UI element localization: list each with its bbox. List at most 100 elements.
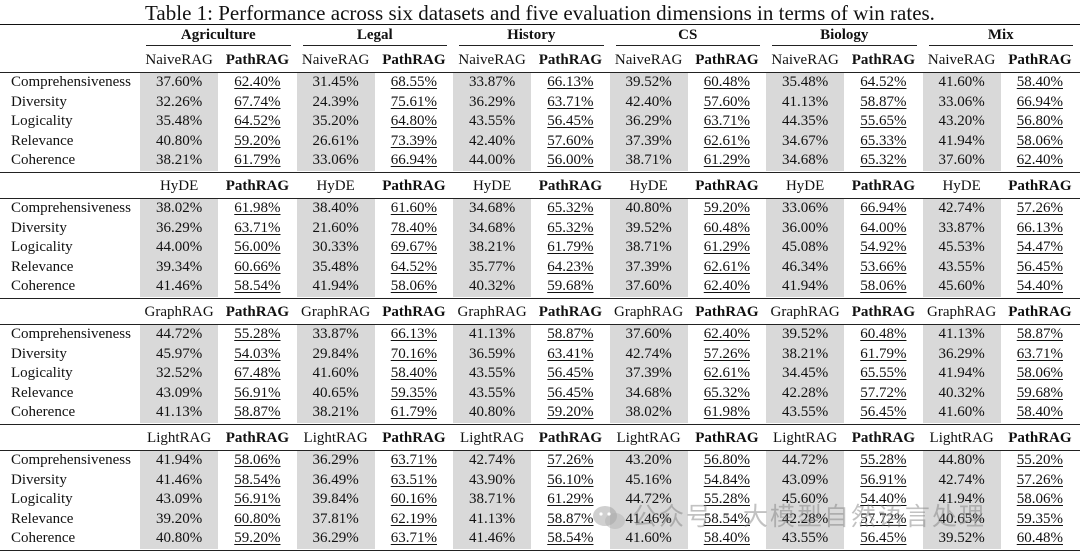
baseline-win-rate: 40.65% [296, 383, 375, 403]
method-header-baseline: LightRAG [929, 430, 994, 446]
baseline-win-rate: 45.97% [140, 344, 219, 364]
metric-label: Coherence [11, 530, 76, 546]
baseline-win-rate: 37.60% [922, 151, 1001, 171]
baseline-win-rate: 39.20% [140, 509, 219, 529]
dataset-underline [146, 45, 291, 46]
method-header-baseline: LightRAG [616, 430, 681, 446]
pathrag-win-rate: 58.06% [860, 278, 907, 294]
pathrag-win-rate: 61.98% [234, 200, 281, 216]
pathrag-win-rate: 64.52% [390, 258, 437, 275]
pathrag-win-rate: 58.54% [234, 471, 281, 488]
dataset-header-biology: Biology [820, 27, 869, 43]
method-header-baseline: HyDE [942, 178, 981, 194]
baseline-win-rate: 34.68% [766, 151, 845, 171]
baseline-win-rate: 26.61% [296, 131, 375, 151]
pathrag-win-rate: 56.45% [860, 530, 907, 546]
metric-label: Logicality [11, 365, 73, 381]
baseline-win-rate: 36.29% [453, 92, 532, 112]
baseline-win-rate: 43.55% [766, 529, 845, 549]
pathrag-win-rate: 56.10% [547, 471, 594, 488]
pathrag-win-rate: 54.92% [860, 239, 907, 255]
pathrag-win-rate: 54.47% [1016, 239, 1063, 255]
pathrag-win-rate: 67.74% [234, 93, 281, 110]
baseline-win-rate: 41.46% [140, 277, 219, 297]
baseline-win-rate: 21.60% [296, 218, 375, 238]
pathrag-win-rate: 63.71% [1016, 345, 1063, 362]
pathrag-win-rate: 66.94% [390, 152, 437, 168]
pathrag-win-rate: 55.28% [703, 491, 750, 507]
pathrag-win-rate: 60.48% [703, 74, 750, 90]
baseline-win-rate: 33.06% [922, 92, 1001, 112]
pathrag-win-rate: 60.48% [860, 326, 907, 342]
baseline-win-rate: 37.39% [609, 364, 688, 384]
baseline-win-rate: 38.71% [609, 151, 688, 171]
baseline-win-rate: 42.28% [766, 509, 845, 529]
metric-label: Coherence [11, 278, 76, 294]
dataset-header-agriculture: Agriculture [180, 27, 256, 43]
pathrag-win-rate: 62.40% [1016, 152, 1063, 168]
pathrag-win-rate: 57.72% [860, 384, 907, 401]
pathrag-win-rate: 61.79% [547, 239, 594, 255]
pathrag-win-rate: 61.29% [703, 239, 750, 255]
pathrag-win-rate: 54.40% [860, 491, 907, 507]
baseline-win-rate: 41.94% [922, 364, 1001, 384]
baseline-win-rate: 36.29% [922, 344, 1001, 364]
method-header-pathrag: PathRAG [225, 52, 290, 68]
block-header-rule [0, 450, 1080, 451]
pathrag-win-rate: 66.13% [390, 326, 437, 342]
baseline-win-rate: 43.90% [453, 470, 532, 490]
baseline-win-rate: 44.00% [453, 151, 532, 171]
baseline-win-rate: 45.16% [609, 470, 688, 490]
baseline-win-rate: 38.40% [296, 199, 375, 219]
pathrag-win-rate: 61.79% [234, 152, 281, 168]
method-header-pathrag: PathRAG [382, 304, 446, 320]
pathrag-win-rate: 65.32% [547, 200, 594, 216]
baseline-win-rate: 38.71% [609, 238, 688, 258]
pathrag-win-rate: 58.54% [547, 530, 594, 546]
dataset-underline [302, 45, 447, 46]
baseline-win-rate: 33.87% [296, 325, 375, 345]
baseline-win-rate: 43.55% [922, 257, 1001, 277]
method-header-pathrag: PathRAG [695, 304, 759, 320]
metric-label: Coherence [11, 152, 76, 168]
baseline-win-rate: 41.13% [140, 403, 219, 423]
baseline-win-rate: 42.74% [453, 451, 532, 471]
metric-label: Relevance [11, 258, 74, 275]
pathrag-win-rate: 65.32% [547, 219, 594, 236]
baseline-win-rate: 36.29% [609, 112, 688, 132]
pathrag-win-rate: 75.61% [390, 93, 437, 110]
pathrag-win-rate: 62.61% [703, 258, 750, 275]
baseline-win-rate: 44.80% [922, 451, 1001, 471]
baseline-win-rate: 38.21% [453, 238, 532, 258]
pathrag-win-rate: 56.45% [1016, 258, 1063, 275]
method-header-pathrag: PathRAG [851, 52, 916, 68]
pathrag-win-rate: 58.06% [1016, 365, 1063, 381]
pathrag-win-rate: 66.13% [547, 74, 594, 90]
pathrag-win-rate: 66.94% [860, 200, 907, 216]
method-header-baseline: NaiveRAG [301, 52, 370, 68]
method-header-baseline: GraphRAG [927, 304, 997, 320]
pathrag-win-rate: 63.71% [547, 93, 594, 110]
baseline-win-rate: 41.60% [922, 403, 1001, 423]
pathrag-win-rate: 61.29% [703, 152, 750, 168]
pathrag-win-rate: 63.71% [703, 113, 750, 129]
block-bottom-rule [0, 549, 1080, 551]
baseline-win-rate: 43.20% [922, 112, 1001, 132]
metric-label: Relevance [11, 132, 74, 149]
metric-label: Diversity [11, 345, 67, 362]
baseline-win-rate: 41.46% [453, 529, 532, 549]
watermark: 公众号 · 大模型自然语言处理 [592, 497, 1072, 537]
metric-label: Coherence [11, 404, 76, 420]
baseline-win-rate: 39.34% [140, 257, 219, 277]
pathrag-win-rate: 67.48% [234, 365, 281, 381]
method-header-pathrag: PathRAG [851, 304, 916, 320]
pathrag-win-rate: 60.48% [703, 219, 750, 236]
pathrag-win-rate: 56.00% [234, 239, 281, 255]
baseline-win-rate: 36.29% [296, 451, 375, 471]
block-bottom-rule [0, 297, 1080, 299]
baseline-win-rate: 41.94% [296, 277, 375, 297]
baseline-win-rate: 42.40% [453, 131, 532, 151]
pathrag-win-rate: 56.80% [1016, 113, 1063, 129]
method-header-pathrag: PathRAG [538, 430, 603, 446]
baseline-win-rate: 34.67% [766, 131, 845, 151]
